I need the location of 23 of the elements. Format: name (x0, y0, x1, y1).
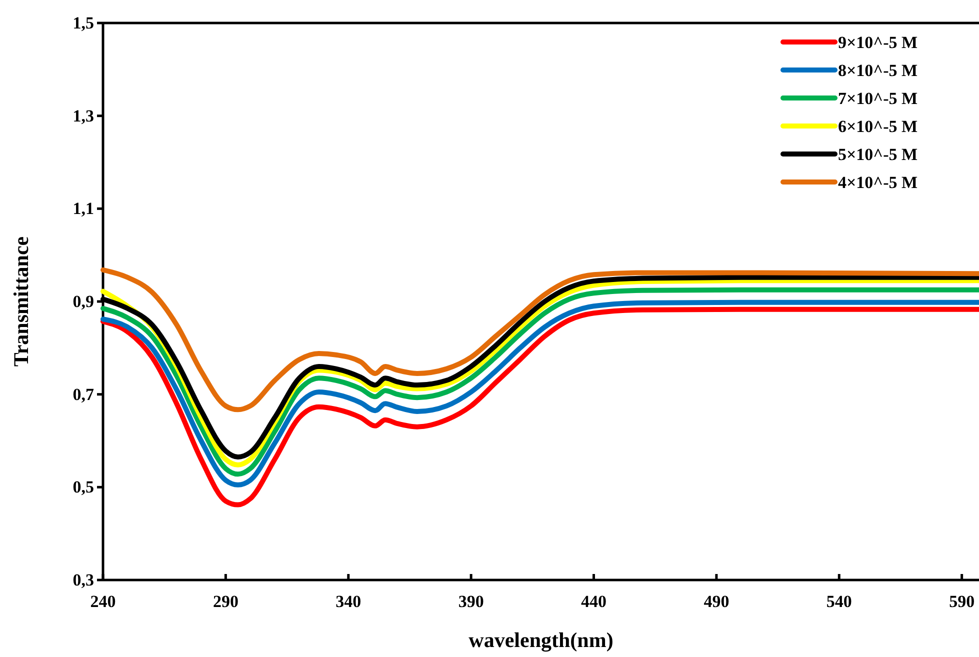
y-axis-title: Transmittance (9, 236, 33, 367)
x-tick-label: 290 (212, 592, 238, 611)
x-axis-title: wavelength(nm) (468, 628, 614, 652)
y-tick-label: 1,5 (72, 13, 94, 32)
y-tick-label: 0,7 (72, 384, 94, 404)
legend-label: 5×10^-5 M (838, 145, 918, 164)
x-tick-label: 490 (704, 592, 730, 611)
y-tick-label: 0,5 (72, 478, 94, 497)
y-tick-label: 1,1 (72, 199, 94, 218)
x-tick-label: 340 (336, 592, 362, 611)
legend-label: 7×10^-5 M (838, 89, 918, 108)
legend-label: 4×10^-5 M (838, 173, 918, 192)
y-tick-label: 1,3 (72, 106, 94, 126)
legend-label: 6×10^-5 M (838, 117, 918, 136)
x-tick-label: 590 (949, 592, 975, 611)
x-tick-label: 390 (458, 592, 484, 611)
y-tick-label: 0,9 (72, 292, 94, 311)
x-tick-label: 240 (90, 592, 116, 611)
legend-label: 9×10^-5 M (838, 33, 918, 52)
y-tick-label: 0,3 (72, 570, 94, 590)
legend-label: 8×10^-5 M (838, 61, 918, 80)
x-tick-label: 540 (826, 592, 852, 611)
x-tick-label: 440 (581, 592, 607, 611)
